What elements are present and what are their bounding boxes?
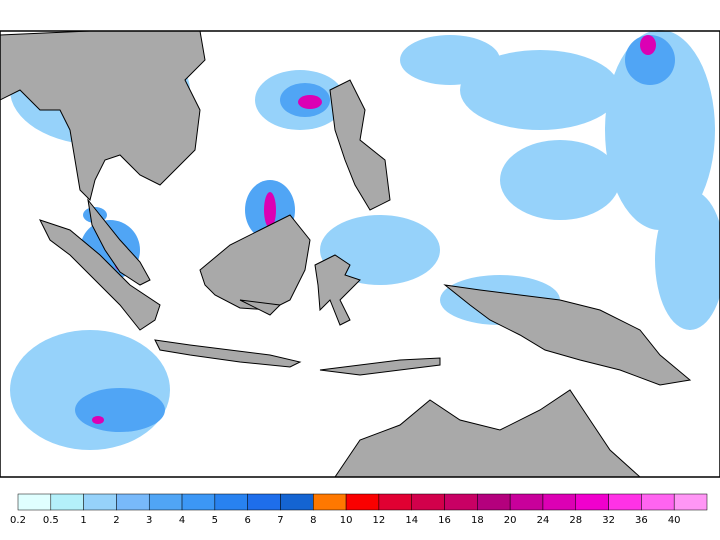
colorbar-label: 32 [602, 515, 615, 526]
colorbar-label: 36 [635, 515, 648, 526]
colorbar-swatch [345, 493, 380, 511]
land [0, 30, 692, 478]
colorbar-swatch [116, 493, 150, 511]
colorbar-label: 12 [373, 515, 386, 526]
colorbar-swatch [575, 493, 609, 511]
colorbar-label: 40 [668, 515, 681, 526]
colorbar-swatch [181, 493, 216, 511]
colorbar-label: 18 [471, 515, 484, 526]
map-frame [0, 30, 720, 478]
colorbar-label: 3 [146, 515, 152, 526]
colorbar-swatch [509, 493, 544, 511]
colorbar-swatch [313, 493, 347, 511]
colorbar-swatch [608, 493, 642, 511]
colorbar-label: 1 [80, 515, 86, 526]
colorbar-label: 5 [212, 515, 218, 526]
colorbar-swatch [378, 493, 412, 511]
colorbar-label: 20 [504, 515, 517, 526]
colorbar-label: 6 [244, 515, 250, 526]
colorbar: 0.2 0.5 1 2 3 4 5 6 7 8 10 12 14 16 18 20 24 28 32 36 40 [10, 493, 708, 526]
map [0, 30, 720, 478]
colorbar-label: 16 [438, 515, 451, 526]
colorbar-label: 10 [340, 515, 353, 526]
colorbar-swatch [83, 493, 117, 511]
colorbar-swatch [444, 493, 478, 511]
colorbar-swatch [280, 493, 314, 511]
colorbar-swatch [214, 493, 248, 511]
colorbar-swatch [411, 493, 445, 511]
colorbar-label: 24 [537, 515, 550, 526]
colorbar-swatch [477, 493, 511, 511]
colorbar-swatch [148, 493, 183, 511]
colorbar-label: 28 [569, 515, 582, 526]
colorbar-label: 2 [113, 515, 119, 526]
colorbar-swatch [50, 493, 84, 511]
colorbar-swatch [641, 493, 675, 511]
colorbar-label: 8 [310, 515, 316, 526]
colorbar-swatch [542, 493, 577, 511]
colorbar-label: 14 [405, 515, 418, 526]
colorbar-label: 4 [179, 515, 185, 526]
colorbar-label: 0.5 [43, 515, 59, 526]
colorbar-label: 7 [277, 515, 283, 526]
colorbar-swatch [247, 493, 281, 511]
colorbar-swatch [17, 493, 52, 511]
colorbar-swatch [673, 493, 708, 511]
colorbar-label: 0.2 [10, 515, 26, 526]
